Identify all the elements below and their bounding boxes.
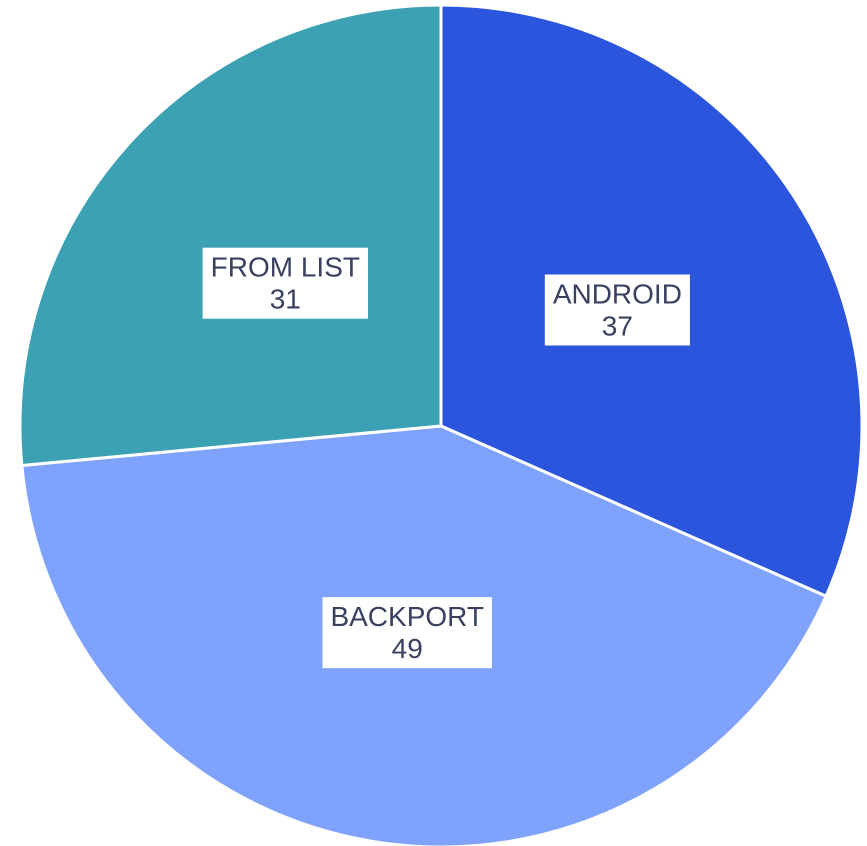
slice-name: BACKPORT — [330, 601, 484, 632]
slice-value: 31 — [270, 284, 301, 315]
slice-value: 49 — [392, 633, 423, 664]
slice-name: ANDROID — [553, 279, 682, 310]
pie-slice — [18, 3, 443, 468]
slice-name: FROM LIST — [211, 252, 360, 283]
label-box — [322, 597, 492, 669]
label-box — [544, 274, 690, 346]
label-box — [202, 247, 368, 319]
slice-value: 37 — [602, 311, 633, 342]
